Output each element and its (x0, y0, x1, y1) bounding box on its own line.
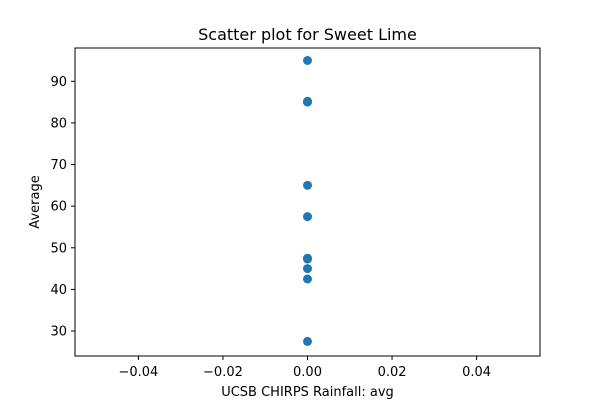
y-tick-label: 40 (50, 283, 67, 298)
y-tick-label: 30 (50, 325, 67, 340)
x-tick-label: 0.04 (462, 365, 491, 380)
scatter-point (303, 274, 312, 284)
scatter-point (303, 180, 312, 190)
scatter-point (303, 264, 312, 274)
data-points (303, 55, 312, 346)
scatter-point (303, 96, 312, 106)
x-axis: −0.04 −0.02 0.00 0.02 0.04 (118, 356, 491, 380)
x-tick-label: −0.02 (203, 365, 243, 380)
x-axis-label: UCSB CHIRPS Rainfall: avg (221, 385, 394, 400)
y-tick-label: 80 (50, 116, 67, 131)
plot-area-frame (74, 47, 541, 357)
chart-title: Scatter plot for Sweet Lime (198, 25, 417, 44)
scatter-point (303, 254, 312, 264)
y-tick-label: 50 (50, 241, 67, 256)
scatter-point (303, 212, 312, 222)
y-tick-label: 90 (50, 75, 67, 90)
y-tick-label: 70 (50, 158, 67, 173)
y-tick-label: 60 (50, 200, 67, 215)
y-axis-label: Average (28, 175, 43, 228)
x-tick-label: 0.02 (378, 365, 407, 380)
scatter-point (303, 336, 312, 346)
x-tick-label: 0.00 (293, 365, 322, 380)
x-tick-label: −0.04 (118, 365, 158, 380)
y-axis: 30 40 50 60 70 80 90 (50, 75, 75, 340)
scatter-point (303, 55, 312, 65)
